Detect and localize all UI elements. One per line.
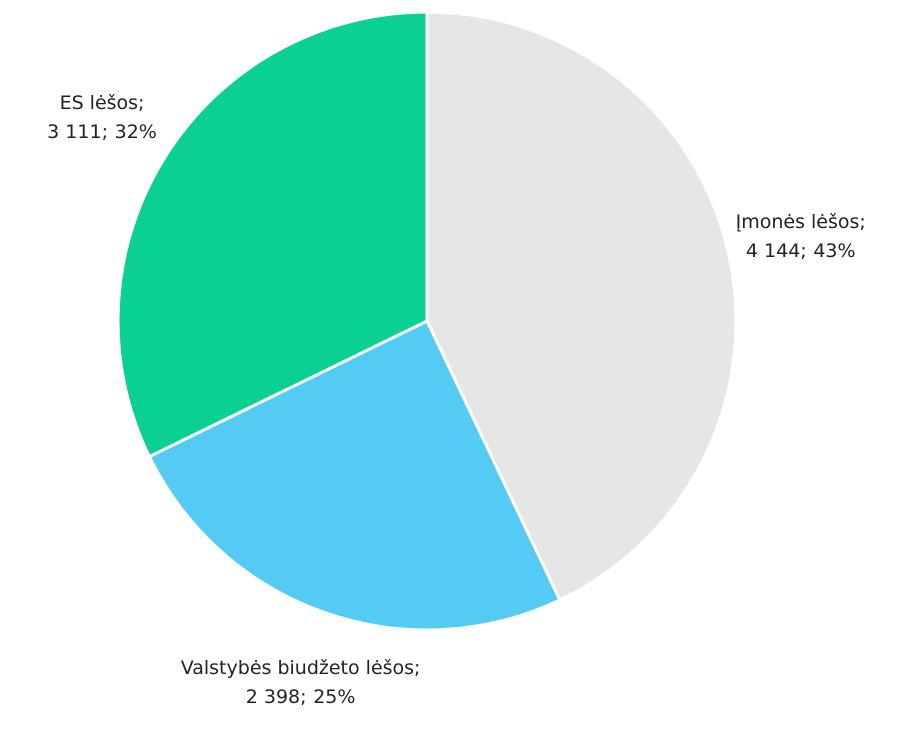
value-label: 3 111; <box>47 121 108 144</box>
value-label: 2 398; <box>245 685 307 708</box>
value-label: 4 144; <box>745 239 807 262</box>
percentage-label: 43% <box>813 239 856 262</box>
percentage-label: 32% <box>114 121 157 144</box>
data-label: ES lėšos; 3 111; 32% <box>22 89 182 147</box>
value-line: 2 398; 25% <box>181 683 421 712</box>
percentage-label: 25% <box>313 685 356 708</box>
category-label: ES lėšos; <box>59 92 145 115</box>
category-label: Įmonės lėšos; <box>735 210 866 233</box>
data-label: Valstybės biudžeto lėšos; 2 398; 25% <box>181 654 421 712</box>
pie-slice <box>116 10 429 459</box>
pie-slice <box>425 10 738 603</box>
value-line: 4 144; 43% <box>701 237 901 266</box>
data-label: Įmonės lėšos; 4 144; 43% <box>701 208 901 266</box>
value-line: 3 111; 32% <box>22 118 182 147</box>
category-label: Valstybės biudžeto lėšos; <box>180 656 421 679</box>
pie-slice <box>147 318 562 632</box>
